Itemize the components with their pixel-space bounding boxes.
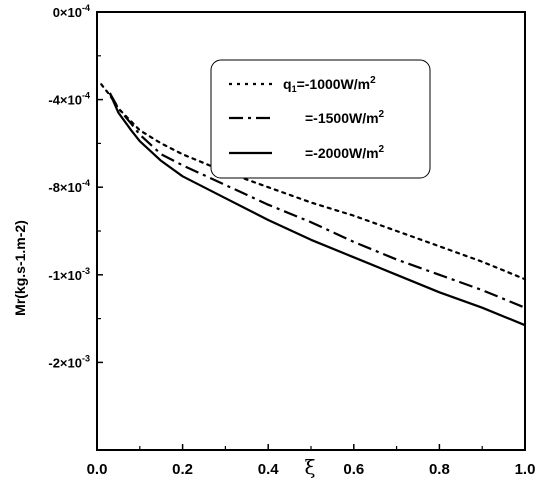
series-line-3 xyxy=(108,92,526,327)
legend-label-3: =-2000W/m2 xyxy=(305,144,385,161)
x-tick-label: 0.2 xyxy=(172,461,193,478)
y-axis-ticks: 0×10-4 -4×10-4 -8×10-4 -1×10-3 -2×10-3 xyxy=(48,3,103,370)
legend-label-1: q1=-1000W/m2 xyxy=(283,75,376,94)
y-axis-title: Mr(kg.s-1.m-2) xyxy=(12,220,28,316)
legend-items: q1=-1000W/m2 =-1500W/m2 =-2000W/m2 xyxy=(229,75,385,161)
legend: q1=-1000W/m2 =-1500W/m2 =-2000W/m2 xyxy=(210,59,431,179)
y-tick-label: -8×10-4 xyxy=(48,178,90,195)
legend-box xyxy=(210,59,431,179)
x-tick-label: 0.6 xyxy=(343,461,364,478)
x-tick-label: 0.4 xyxy=(258,461,280,478)
x-tick-label: 1.0 xyxy=(515,461,536,478)
series-line-2 xyxy=(108,92,526,309)
legend-label-2: =-1500W/m2 xyxy=(305,109,385,126)
x-tick-label: 0.8 xyxy=(429,461,450,478)
y-tick-label: 0×10-4 xyxy=(53,3,90,20)
x-axis-ticks: 0.0 0.2 0.4 0.6 0.8 1.0 xyxy=(87,444,536,478)
y-tick-label: -4×10-4 xyxy=(48,91,90,108)
x-axis-title: ξ xyxy=(304,455,315,479)
x-tick-label: 0.0 xyxy=(87,461,108,478)
y-tick-label: -1×10-3 xyxy=(48,266,90,283)
y-tick-label: -2×10-3 xyxy=(48,353,90,370)
